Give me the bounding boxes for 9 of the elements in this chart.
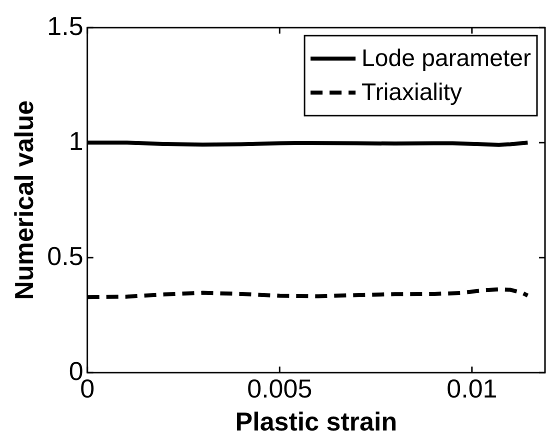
legend-label: Triaxiality: [362, 79, 462, 106]
y-axis-title: Numerical value: [8, 100, 39, 300]
y-tick-label: 1.5: [47, 10, 84, 41]
y-tick-label: 1: [68, 126, 84, 156]
y-tick-label: 0.5: [47, 240, 84, 271]
x-axis-title: Plastic strain: [235, 406, 398, 437]
x-tick-label: 0.005: [247, 373, 312, 404]
x-tick-label: 0.01: [446, 373, 498, 404]
legend-label: Lode parameter: [362, 45, 532, 72]
